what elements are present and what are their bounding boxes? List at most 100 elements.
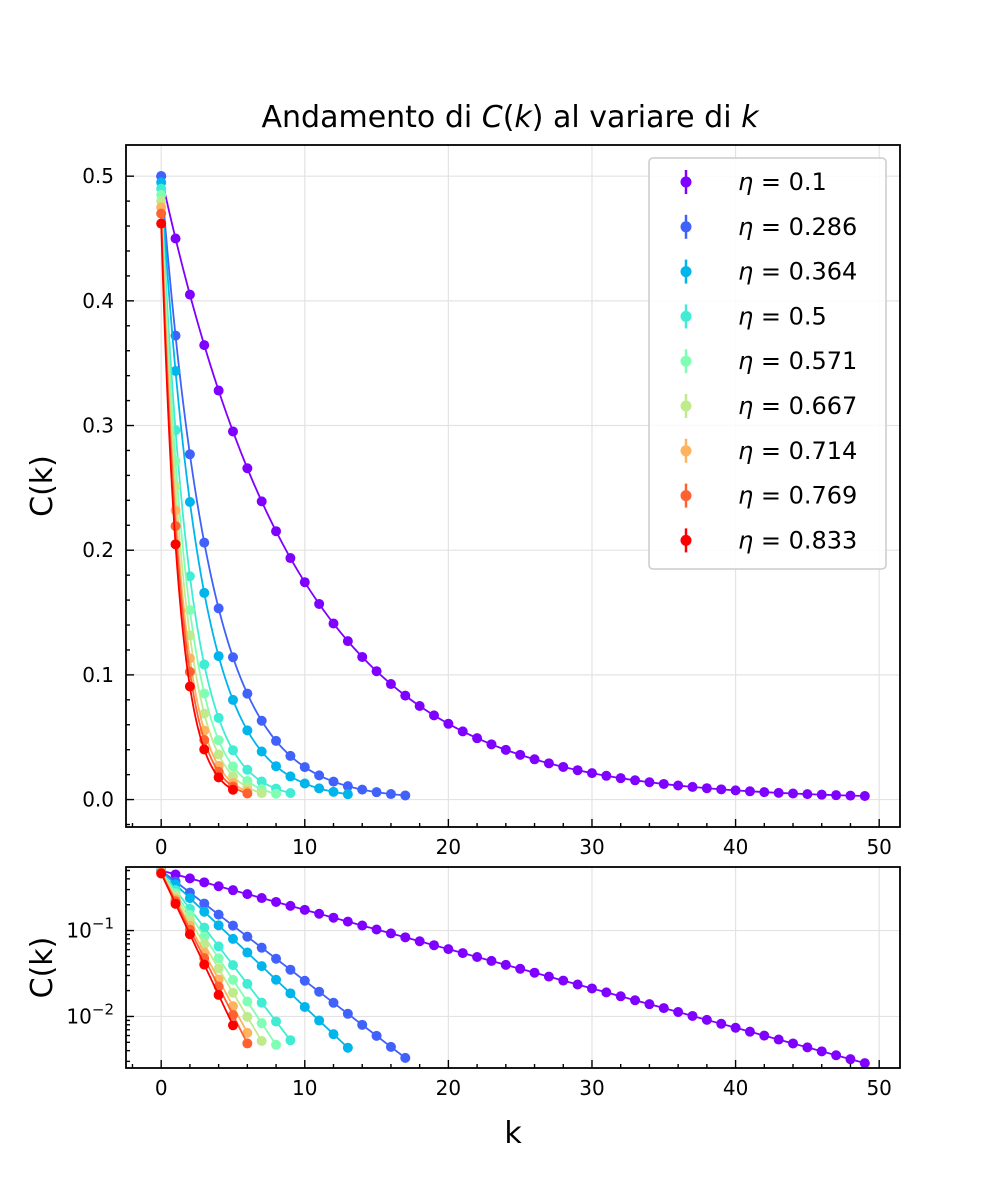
data-point bbox=[615, 991, 626, 1002]
legend-eta-symbol: η bbox=[738, 526, 753, 554]
data-point bbox=[227, 770, 238, 781]
data-point bbox=[328, 776, 339, 787]
data-point bbox=[199, 587, 210, 598]
legend-entry: η = 0.364 bbox=[680, 258, 857, 286]
data-point bbox=[371, 924, 382, 935]
legend-marker bbox=[680, 445, 692, 457]
data-point bbox=[486, 739, 497, 750]
legend-marker bbox=[680, 400, 692, 412]
legend-label: η = 0.667 bbox=[738, 392, 857, 420]
legend-entry: η = 0.571 bbox=[680, 347, 857, 375]
data-point bbox=[285, 900, 296, 911]
data-point bbox=[242, 1038, 253, 1049]
legend-label: η = 0.5 bbox=[738, 302, 827, 330]
data-point bbox=[227, 694, 238, 705]
data-point bbox=[170, 366, 181, 377]
data-point bbox=[184, 289, 195, 300]
data-point bbox=[170, 898, 181, 909]
data-point bbox=[299, 904, 310, 915]
data-point bbox=[199, 959, 210, 970]
data-point bbox=[314, 908, 325, 919]
series-line-0.1 bbox=[160, 869, 866, 1064]
legend-eta-symbol: η bbox=[738, 258, 753, 286]
data-point bbox=[328, 912, 339, 923]
data-point bbox=[342, 916, 353, 927]
data-point bbox=[285, 787, 296, 798]
data-point bbox=[227, 652, 238, 663]
data-point bbox=[256, 1018, 267, 1029]
legend-eta-value: = 0.571 bbox=[753, 347, 857, 375]
series-line-0.5 bbox=[160, 188, 291, 794]
data-point bbox=[486, 955, 497, 966]
legend-eta-symbol: η bbox=[738, 482, 753, 510]
data-point bbox=[342, 789, 353, 800]
data-point bbox=[831, 790, 842, 801]
data-point bbox=[242, 1027, 253, 1038]
legend-label: η = 0.571 bbox=[738, 347, 857, 375]
data-point bbox=[227, 1020, 238, 1031]
data-point bbox=[314, 1015, 325, 1026]
series-line-0.833 bbox=[160, 873, 234, 1026]
data-point bbox=[242, 764, 253, 775]
data-point bbox=[170, 521, 181, 532]
data-point bbox=[199, 340, 210, 351]
data-point bbox=[299, 577, 310, 588]
x-tick-label: 50 bbox=[866, 835, 891, 859]
data-point bbox=[285, 553, 296, 564]
legend-entry: η = 0.286 bbox=[680, 213, 857, 241]
y-tick-label: 0.5 bbox=[82, 164, 114, 188]
data-point bbox=[285, 750, 296, 761]
data-point bbox=[314, 783, 325, 794]
data-point bbox=[572, 765, 583, 776]
legend-eta-symbol: η bbox=[738, 347, 753, 375]
title-part-middle: al variare di bbox=[544, 100, 742, 135]
x-tick-label: 40 bbox=[723, 1076, 748, 1100]
data-point bbox=[500, 744, 511, 755]
data-point bbox=[156, 868, 167, 879]
title-part-close: ) bbox=[532, 100, 544, 135]
data-point bbox=[529, 967, 540, 978]
data-point bbox=[586, 983, 597, 994]
legend-entry: η = 0.833 bbox=[680, 526, 857, 554]
data-point bbox=[213, 920, 224, 931]
data-point bbox=[227, 987, 238, 998]
data-point bbox=[271, 1039, 282, 1050]
data-point bbox=[457, 948, 468, 959]
data-point bbox=[227, 784, 238, 795]
data-point bbox=[271, 953, 282, 964]
data-point bbox=[371, 1030, 382, 1041]
data-point bbox=[199, 659, 210, 670]
series-line-0.364 bbox=[160, 182, 348, 796]
data-point bbox=[429, 710, 440, 721]
data-point bbox=[256, 496, 267, 507]
legend-eta-symbol: η bbox=[738, 437, 753, 465]
data-point bbox=[831, 1050, 842, 1061]
data-point bbox=[213, 909, 224, 920]
data-point bbox=[443, 944, 454, 955]
data-point bbox=[328, 618, 339, 629]
legend-eta-value: = 0.769 bbox=[753, 482, 857, 510]
legend-label: η = 0.714 bbox=[738, 437, 857, 465]
data-point bbox=[285, 771, 296, 782]
data-point bbox=[630, 775, 641, 786]
data-point bbox=[543, 758, 554, 769]
title-part-prefix: Andamento di bbox=[262, 100, 482, 135]
data-point bbox=[400, 790, 411, 801]
legend-marker bbox=[680, 176, 692, 188]
data-point bbox=[256, 788, 267, 799]
data-point bbox=[213, 749, 224, 760]
data-point bbox=[213, 735, 224, 746]
data-point bbox=[400, 932, 411, 943]
data-point bbox=[630, 995, 641, 1006]
data-point bbox=[385, 928, 396, 939]
legend-eta-value: = 0.286 bbox=[753, 213, 857, 241]
data-point bbox=[730, 785, 741, 796]
data-point bbox=[242, 931, 253, 942]
data-point bbox=[213, 989, 224, 1000]
data-point bbox=[701, 783, 712, 794]
data-point bbox=[199, 877, 210, 888]
data-point bbox=[515, 963, 526, 974]
y-tick-base: 10 bbox=[66, 1004, 91, 1028]
data-point bbox=[658, 1003, 669, 1014]
